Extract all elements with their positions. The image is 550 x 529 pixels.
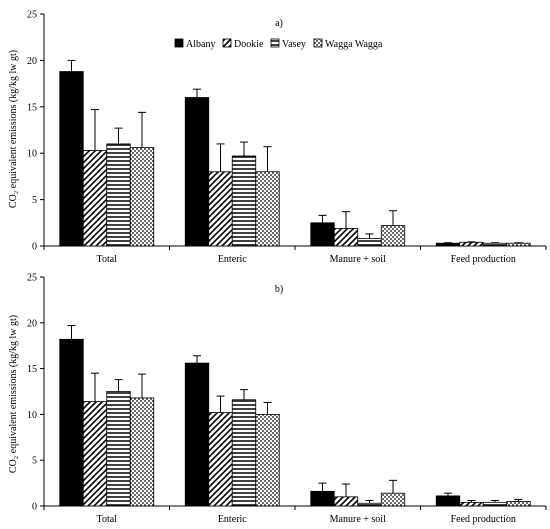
bar: [106, 391, 131, 507]
y-tick-label: 20: [27, 56, 37, 67]
bar: [459, 501, 484, 507]
y-tick-label: 10: [27, 410, 37, 421]
x-tick-label: Total: [97, 254, 118, 265]
legend-swatch: [270, 38, 280, 48]
y-tick-label: 10: [27, 149, 37, 160]
x-tick-label: Enteric: [218, 514, 247, 525]
y-tick-label: 25: [27, 10, 37, 21]
x-tick-label: Total: [97, 514, 118, 525]
bar: [82, 150, 108, 247]
bar: [184, 97, 210, 247]
bar: [106, 143, 131, 247]
x-axis: Total Enteric Manure + soil Feed production: [43, 245, 547, 265]
legend-label: Dookie: [234, 39, 264, 50]
bar: [255, 171, 280, 247]
bar: [255, 413, 280, 507]
legend-swatch: [313, 38, 323, 48]
bar: [380, 225, 406, 247]
y-tick-label: 25: [27, 273, 37, 284]
bar-group: [59, 325, 531, 507]
legend: Albany Dookie Vasey Wagga Wagga: [174, 38, 383, 50]
bar: [380, 492, 406, 507]
bar: [357, 238, 382, 247]
y-axis-label: CO₂ equivalent emissions (kg/kg lw gt): [8, 315, 19, 473]
x-axis: Total Enteric Manure + soil Feed production: [43, 505, 547, 525]
x-tick-label: Feed production: [451, 514, 516, 525]
bar-group: [59, 59, 531, 247]
x-tick-label: Enteric: [218, 254, 247, 265]
bar: [184, 362, 210, 507]
legend-label: Vasey: [282, 39, 306, 50]
y-tick-label: 0: [32, 242, 37, 253]
panel-title: a): [275, 18, 283, 29]
y-tick-label: 15: [27, 102, 37, 113]
bar: [482, 501, 508, 507]
x-tick-label: Manure + soil: [330, 254, 386, 265]
legend-label: Wagga Wagga: [325, 39, 383, 50]
x-tick-label: Feed production: [451, 254, 516, 265]
bar: [82, 401, 108, 507]
bar: [129, 147, 155, 247]
legend-swatch: [174, 38, 184, 48]
bar: [333, 227, 359, 247]
bar: [459, 241, 484, 247]
y-tick-label: 20: [27, 318, 37, 329]
y-tick-label: 0: [32, 502, 37, 513]
bar: [506, 501, 531, 507]
bar: [506, 242, 531, 247]
bar: [482, 242, 508, 247]
bar: [435, 495, 461, 507]
panel-b: CO₂ equivalent emissions (kg/kg lw gt) b…: [8, 273, 547, 525]
legend-swatch: [222, 38, 232, 48]
bar: [357, 502, 382, 507]
y-tick-label: 15: [27, 364, 37, 375]
y-tick-label: 5: [32, 195, 37, 206]
bar: [310, 490, 335, 507]
panel-title: b): [275, 284, 283, 295]
legend-label: Albany: [186, 39, 215, 50]
panel-a: CO₂ equivalent emissions (kg/kg lw gt) a…: [8, 10, 547, 265]
bar: [129, 397, 155, 507]
y-tick-label: 5: [32, 456, 37, 467]
bar: [208, 171, 233, 247]
y-axis-label: CO₂ equivalent emissions (kg/kg lw gt): [8, 50, 19, 208]
bar: [231, 399, 257, 507]
bar: [231, 155, 257, 247]
x-tick-label: Manure + soil: [330, 514, 386, 525]
bar: [208, 412, 233, 507]
bar: [333, 496, 359, 507]
bar: [310, 222, 335, 247]
bar: [59, 338, 84, 507]
bar: [59, 71, 84, 247]
y-axis: 0 5 10 15 20 25: [27, 10, 45, 253]
bar: [435, 242, 461, 247]
y-axis: 0 5 10 15 20 25: [27, 273, 45, 513]
